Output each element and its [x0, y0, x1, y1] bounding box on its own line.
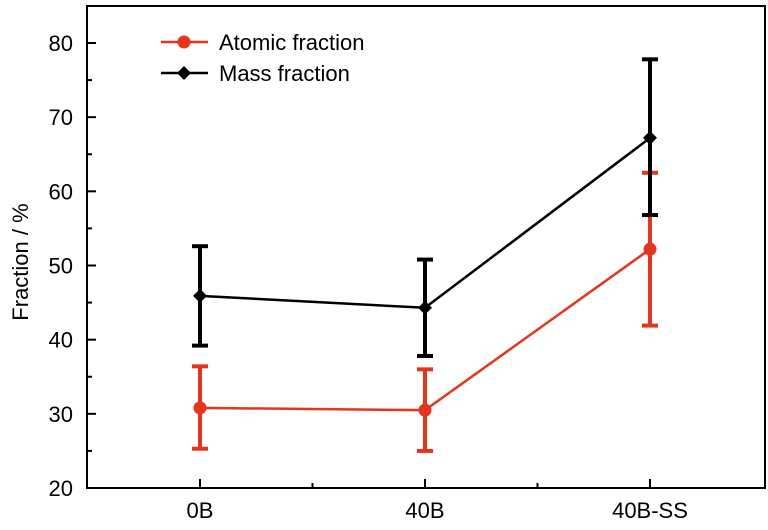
y-axis: 20 30 40 50 60 70 80	[49, 31, 96, 501]
x-tick-label: 0B	[187, 498, 214, 523]
y-tick-label: 50	[49, 254, 73, 279]
data-point	[193, 401, 207, 415]
y-tick-label: 60	[49, 179, 73, 204]
legend: Atomic fraction Mass fraction	[161, 30, 365, 86]
y-tick-label: 30	[49, 402, 73, 427]
legend-marker	[177, 66, 191, 80]
x-tick-label: 40B-SS	[612, 498, 688, 523]
series-mass	[192, 57, 658, 358]
data-point	[193, 288, 207, 303]
legend-item: Atomic fraction	[161, 30, 365, 55]
y-tick-label: 20	[49, 476, 73, 501]
y-tick-label: 80	[49, 31, 73, 56]
legend-item: Mass fraction	[161, 61, 350, 86]
y-axis-label: Fraction / %	[8, 203, 33, 320]
x-axis: 0B 40B 40B-SS	[187, 479, 688, 523]
y-tick-label: 70	[49, 105, 73, 130]
series-atomic	[192, 170, 658, 453]
legend-marker	[177, 35, 191, 49]
data-point	[418, 300, 432, 315]
x-tick-label: 40B	[405, 498, 444, 523]
series-layer	[192, 57, 658, 453]
legend-label: Mass fraction	[219, 61, 350, 86]
data-point	[643, 242, 657, 256]
legend-label: Atomic fraction	[219, 30, 365, 55]
data-point	[418, 403, 432, 417]
data-point	[643, 130, 657, 145]
y-tick-label: 40	[49, 328, 73, 353]
